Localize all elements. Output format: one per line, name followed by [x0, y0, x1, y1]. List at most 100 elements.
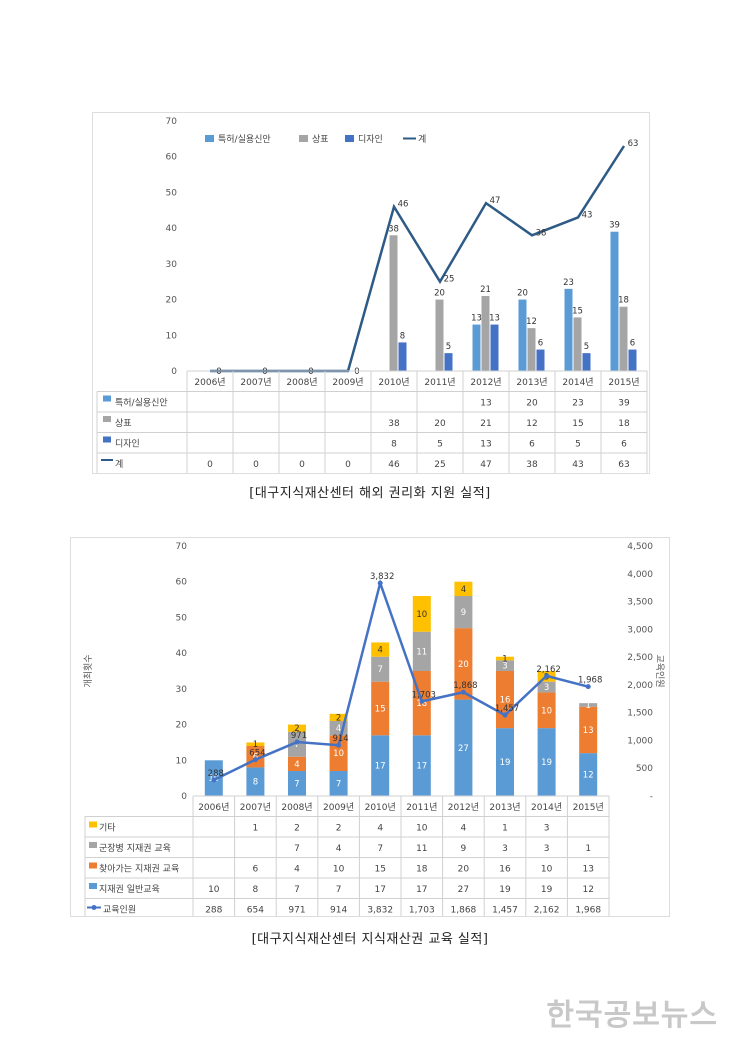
bar	[564, 288, 573, 371]
stacked-bar-segment	[412, 735, 431, 796]
line-marker	[252, 757, 258, 763]
line-value-label: 43	[582, 210, 593, 220]
line-value-label: 0	[354, 367, 359, 377]
bar-value-label: 10	[541, 706, 552, 716]
x-tick-label: 2014년	[531, 802, 562, 813]
table-cell: 3	[502, 844, 508, 854]
bar-value-label: 17	[416, 762, 427, 772]
line-value-label: 63	[628, 139, 639, 149]
table-cell: 1,703	[409, 906, 435, 916]
stacked-bar-segment	[412, 596, 431, 632]
chart1-caption: [대구지식재산센터 해외 권리화 지원 실적]	[249, 486, 491, 501]
line-value-label: 0	[308, 367, 313, 377]
y2-tick-label: 2,500	[627, 653, 653, 663]
line-marker	[502, 712, 508, 718]
table-cell: 5	[575, 440, 581, 450]
stacked-bar-segment	[288, 771, 306, 796]
bar	[490, 324, 499, 371]
table-cell: 4	[461, 824, 467, 834]
y2-tick-label: 1,500	[627, 709, 653, 719]
bar-value-label: 18	[618, 296, 629, 306]
stacked-bar-segment	[454, 628, 473, 700]
x-tick-label: 2006년	[194, 377, 225, 388]
bar-value-label: 6	[538, 339, 543, 349]
table-cell: 10	[541, 865, 553, 875]
y2-tick-label: 4,000	[627, 570, 653, 580]
stacked-bar-segment	[329, 771, 348, 796]
table-cell: 16	[499, 865, 511, 875]
table-cell: 10	[333, 865, 345, 875]
bar-value-label: 6	[630, 339, 635, 349]
table-cell: 17	[374, 885, 385, 895]
bar-value-label: 5	[584, 342, 589, 352]
y2-tick-label: 4,500	[627, 542, 653, 552]
table-cell: 6	[529, 440, 535, 450]
legend-label: 특허/실용신안	[218, 134, 271, 145]
x-tick-label: 2011년	[424, 377, 455, 388]
line-marker	[336, 742, 342, 748]
table-cell: 18	[618, 419, 630, 429]
y-tick-label: 0	[181, 792, 187, 802]
line-value-label: 914	[332, 734, 348, 744]
bar-value-label: 9	[461, 608, 466, 618]
table-cell: 0	[253, 460, 259, 470]
table-cell: 63	[618, 460, 629, 470]
line-value-label: 1,703	[412, 690, 436, 700]
table-cell: 4	[336, 844, 342, 854]
line-marker	[377, 580, 383, 586]
line-marker	[585, 684, 591, 690]
bar-value-label: 4	[461, 585, 466, 595]
x-tick-label: 2008년	[281, 802, 312, 813]
chart2-caption: [대구지식재산센터 지식재산권 교육 실적]	[251, 932, 489, 947]
bar-value-label: 13	[583, 726, 594, 736]
table-cell: 19	[541, 885, 553, 895]
legend-swatch	[299, 135, 308, 142]
table-cell: 914	[330, 906, 347, 916]
table-cell: 43	[572, 460, 583, 470]
bar-value-label: 7	[294, 740, 299, 750]
bar-value-label: 10	[416, 610, 427, 620]
table-cell: 7	[377, 844, 383, 854]
table-cell: 47	[480, 460, 491, 470]
bar	[435, 299, 444, 371]
table-legend-key	[89, 862, 97, 869]
table-cell: 20	[526, 399, 538, 409]
bar-value-label: 20	[458, 660, 469, 670]
bar	[472, 324, 481, 371]
table-cell: 4	[377, 824, 383, 834]
bar	[398, 342, 407, 371]
bar	[582, 353, 591, 371]
table-legend-key	[103, 416, 111, 422]
x-tick-label: 2008년	[286, 377, 317, 388]
x-tick-label: 2009년	[323, 802, 354, 813]
bar-value-label: 12	[583, 771, 594, 781]
line-marker	[294, 739, 300, 745]
bar	[389, 235, 398, 371]
legend-label: 계	[418, 133, 426, 145]
table-row-label: 계	[115, 458, 123, 470]
bar-value-label: 15	[572, 306, 583, 316]
line-value-label: 654	[249, 749, 265, 759]
table-cell: 38	[526, 460, 538, 470]
line-value-label: 47	[490, 196, 501, 206]
table-cell: 18	[416, 865, 428, 875]
bar-value-label: 16	[500, 696, 511, 706]
bar	[610, 231, 619, 371]
bar	[628, 349, 637, 371]
stacked-bar-segment	[537, 692, 556, 729]
bar-value-label: 7	[294, 780, 299, 790]
bar-value-label: 18	[416, 699, 427, 709]
stacked-bar-segment	[371, 735, 390, 796]
table-row-label: 특허/실용신안	[115, 398, 168, 409]
y2-axis-title: 교육인원	[654, 654, 665, 687]
table-cell: 1,968	[575, 906, 601, 916]
y2-tick-label: 3,000	[627, 625, 653, 635]
line-marker	[419, 698, 425, 704]
bar-value-label: 19	[541, 758, 552, 768]
table-cell: 3	[544, 844, 550, 854]
line-value-label: 46	[398, 200, 409, 210]
bar-value-label: 20	[517, 289, 528, 299]
line-marker	[544, 673, 550, 679]
bar-value-label: 23	[563, 278, 574, 288]
